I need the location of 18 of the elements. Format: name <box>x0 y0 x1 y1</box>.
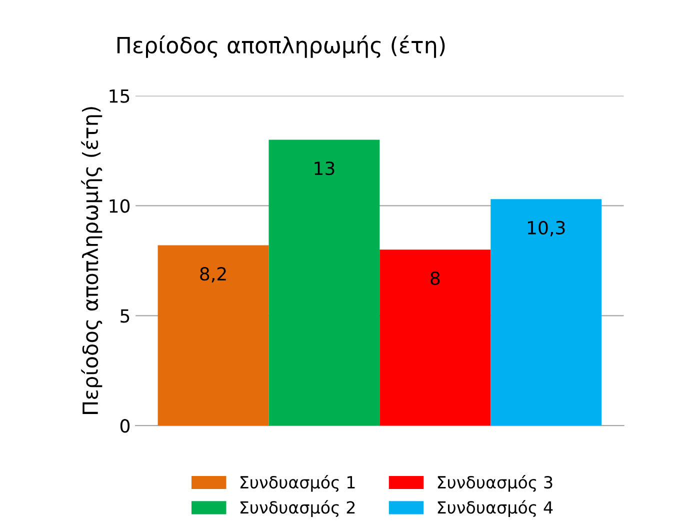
y-tick-label: 10 <box>110 199 130 213</box>
legend-label: Συνδυασμός 1 <box>240 475 355 492</box>
y-axis-title: Περίοδος αποπληρωμής (έτη) <box>81 107 102 414</box>
data-label: 13 <box>314 161 334 176</box>
legend-label: Συνδυασμός 4 <box>438 500 553 517</box>
bar <box>158 245 269 426</box>
bar <box>268 140 380 426</box>
chart-title: Περίοδος αποπληρωμής (έτη) <box>117 35 445 58</box>
bar <box>490 199 602 426</box>
legend-label: Συνδυασμός 3 <box>438 475 552 492</box>
bar <box>380 250 491 426</box>
data-label: 10,3 <box>528 220 565 236</box>
y-tick-label: 15 <box>110 89 130 103</box>
y-tick-label: 5 <box>120 309 130 323</box>
legend-label: Συνδυασμός 2 <box>240 500 355 517</box>
y-tick-label: 0 <box>120 419 130 433</box>
data-label: 8,2 <box>200 267 226 283</box>
data-label: 8 <box>430 271 440 286</box>
